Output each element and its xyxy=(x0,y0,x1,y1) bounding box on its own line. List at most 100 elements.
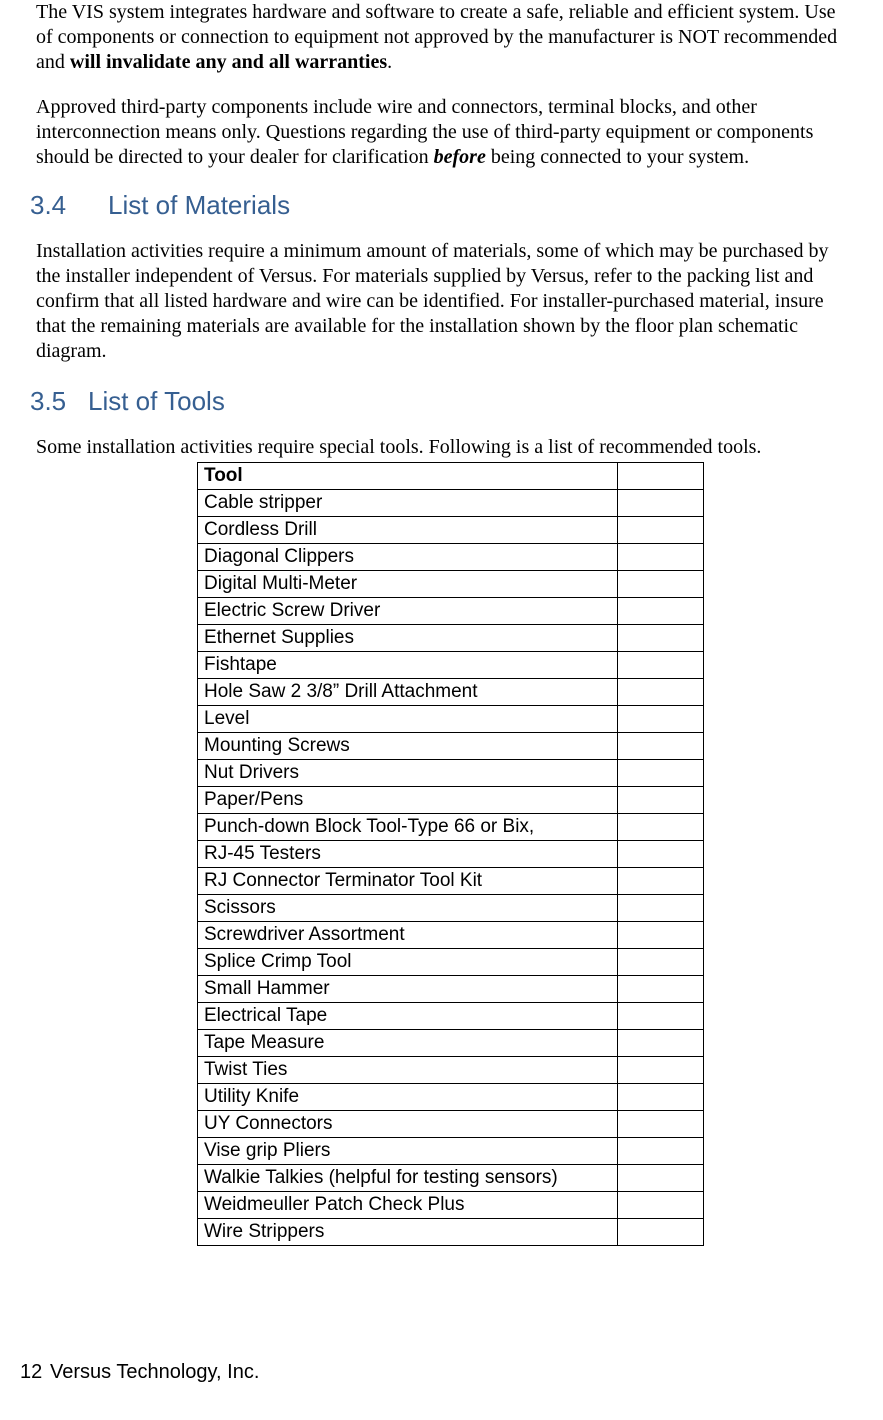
tools-table-cell-check xyxy=(618,1111,704,1138)
tools-table-cell-check xyxy=(618,625,704,652)
tools-table-row: Utility Knife xyxy=(198,1084,704,1111)
tools-table-cell-tool: Walkie Talkies (helpful for testing sens… xyxy=(198,1165,618,1192)
tools-table-cell-tool: Diagonal Clippers xyxy=(198,544,618,571)
tools-table-cell-check xyxy=(618,787,704,814)
tools-table-cell-check xyxy=(618,1219,704,1246)
tools-table-cell-check xyxy=(618,517,704,544)
tools-table-row: Cable stripper xyxy=(198,490,704,517)
tools-table-cell-tool: Tape Measure xyxy=(198,1030,618,1057)
tools-table-cell-check xyxy=(618,922,704,949)
tools-table-cell-check xyxy=(618,571,704,598)
tools-table-cell-tool: Scissors xyxy=(198,895,618,922)
tools-table-cell-check xyxy=(618,598,704,625)
tools-table-cell-tool: Cordless Drill xyxy=(198,517,618,544)
tools-table-cell-check xyxy=(618,733,704,760)
tools-table-cell-tool: Digital Multi-Meter xyxy=(198,571,618,598)
tools-table-row: Splice Crimp Tool xyxy=(198,949,704,976)
tools-table-cell-check xyxy=(618,706,704,733)
intro-para1-bold: will invalidate any and all warranties xyxy=(70,51,387,73)
tools-table-row: Wire Strippers xyxy=(198,1219,704,1246)
intro-para2-text-b: being connected to your system. xyxy=(486,146,749,168)
tools-table-row: RJ-45 Testers xyxy=(198,841,704,868)
tools-table-cell-tool: Cable stripper xyxy=(198,490,618,517)
tools-table-cell-check xyxy=(618,1030,704,1057)
tools-table-cell-tool: Wire Strippers xyxy=(198,1219,618,1246)
tools-table-row: Paper/Pens xyxy=(198,787,704,814)
intro-para2-emphasis: before xyxy=(434,146,486,168)
tools-table-row: Tape Measure xyxy=(198,1030,704,1057)
section-3-5-number: 3.5 xyxy=(30,386,88,417)
tools-table-row: Twist Ties xyxy=(198,1057,704,1084)
section-3-5-heading: 3.5List of Tools xyxy=(30,386,853,417)
footer-company: Versus Technology, Inc. xyxy=(50,1361,259,1383)
tools-table-row: Screwdriver Assortment xyxy=(198,922,704,949)
tools-table-row: Nut Drivers xyxy=(198,760,704,787)
section-3-4-body: Installation activities require a minimu… xyxy=(30,239,853,364)
tools-table-header-check xyxy=(618,463,704,490)
section-3-5-title: List of Tools xyxy=(88,386,225,416)
tools-table-cell-check xyxy=(618,949,704,976)
tools-table-header-tool: Tool xyxy=(198,463,618,490)
page-number: 12 xyxy=(20,1361,50,1384)
tools-table-row: Ethernet Supplies xyxy=(198,625,704,652)
tools-table-row: Weidmeuller Patch Check Plus xyxy=(198,1192,704,1219)
tools-table-row: Digital Multi-Meter xyxy=(198,571,704,598)
tools-table-cell-tool: Level xyxy=(198,706,618,733)
tools-table-cell-tool: RJ-45 Testers xyxy=(198,841,618,868)
tools-table-row: Electric Screw Driver xyxy=(198,598,704,625)
tools-table-row: Walkie Talkies (helpful for testing sens… xyxy=(198,1165,704,1192)
section-3-4-title: List of Materials xyxy=(108,190,290,220)
tools-table-row: UY Connectors xyxy=(198,1111,704,1138)
section-3-4-number: 3.4 xyxy=(30,190,108,221)
tools-table-cell-check xyxy=(618,895,704,922)
page-footer: 12Versus Technology, Inc. xyxy=(20,1361,259,1384)
tools-table-header-row: Tool xyxy=(198,463,704,490)
tools-table-row: Hole Saw 2 3/8” Drill Attachment xyxy=(198,679,704,706)
tools-table-row: Mounting Screws xyxy=(198,733,704,760)
tools-table-row: Level xyxy=(198,706,704,733)
tools-table-cell-check xyxy=(618,760,704,787)
section-3-4-heading: 3.4List of Materials xyxy=(30,190,853,221)
tools-table-cell-check xyxy=(618,1003,704,1030)
tools-table-cell-tool: Twist Ties xyxy=(198,1057,618,1084)
tools-table-row: Scissors xyxy=(198,895,704,922)
tools-table-cell-tool: Paper/Pens xyxy=(198,787,618,814)
tools-table-cell-check xyxy=(618,544,704,571)
tools-table-cell-tool: RJ Connector Terminator Tool Kit xyxy=(198,868,618,895)
tools-table-cell-tool: Electric Screw Driver xyxy=(198,598,618,625)
intro-para1-text-b: . xyxy=(387,51,392,73)
tools-table-row: Electrical Tape xyxy=(198,1003,704,1030)
tools-table-cell-tool: Weidmeuller Patch Check Plus xyxy=(198,1192,618,1219)
tools-table-row: Small Hammer xyxy=(198,976,704,1003)
tools-table-cell-tool: Screwdriver Assortment xyxy=(198,922,618,949)
tools-table-cell-check xyxy=(618,652,704,679)
tools-table-cell-check xyxy=(618,1057,704,1084)
tools-table-cell-tool: Ethernet Supplies xyxy=(198,625,618,652)
tools-table-row: RJ Connector Terminator Tool Kit xyxy=(198,868,704,895)
tools-table-row: Diagonal Clippers xyxy=(198,544,704,571)
tools-table-cell-check xyxy=(618,1192,704,1219)
intro-paragraph-2: Approved third-party components include … xyxy=(30,95,853,170)
tools-table-cell-tool: Utility Knife xyxy=(198,1084,618,1111)
tools-table-cell-check xyxy=(618,1084,704,1111)
tools-table-row: Vise grip Pliers xyxy=(198,1138,704,1165)
tools-table-cell-tool: Hole Saw 2 3/8” Drill Attachment xyxy=(198,679,618,706)
tools-table-cell-tool: Splice Crimp Tool xyxy=(198,949,618,976)
tools-table-cell-check xyxy=(618,1138,704,1165)
tools-table-cell-tool: Electrical Tape xyxy=(198,1003,618,1030)
tools-table-cell-tool: Punch-down Block Tool-Type 66 or Bix, xyxy=(198,814,618,841)
tools-table-row: Cordless Drill xyxy=(198,517,704,544)
tools-table-row: Fishtape xyxy=(198,652,704,679)
tools-table-cell-check xyxy=(618,841,704,868)
tools-table-cell-check xyxy=(618,868,704,895)
tools-table-cell-check xyxy=(618,679,704,706)
tools-table-cell-tool: UY Connectors xyxy=(198,1111,618,1138)
intro-paragraph-1: The VIS system integrates hardware and s… xyxy=(30,0,853,75)
tools-table-cell-tool: Vise grip Pliers xyxy=(198,1138,618,1165)
tools-table-cell-tool: Small Hammer xyxy=(198,976,618,1003)
section-3-5-body: Some installation activities require spe… xyxy=(30,435,853,460)
tools-table-row: Punch-down Block Tool-Type 66 or Bix, xyxy=(198,814,704,841)
tools-table-cell-check xyxy=(618,490,704,517)
tools-table-cell-tool: Nut Drivers xyxy=(198,760,618,787)
tools-table-cell-check xyxy=(618,1165,704,1192)
